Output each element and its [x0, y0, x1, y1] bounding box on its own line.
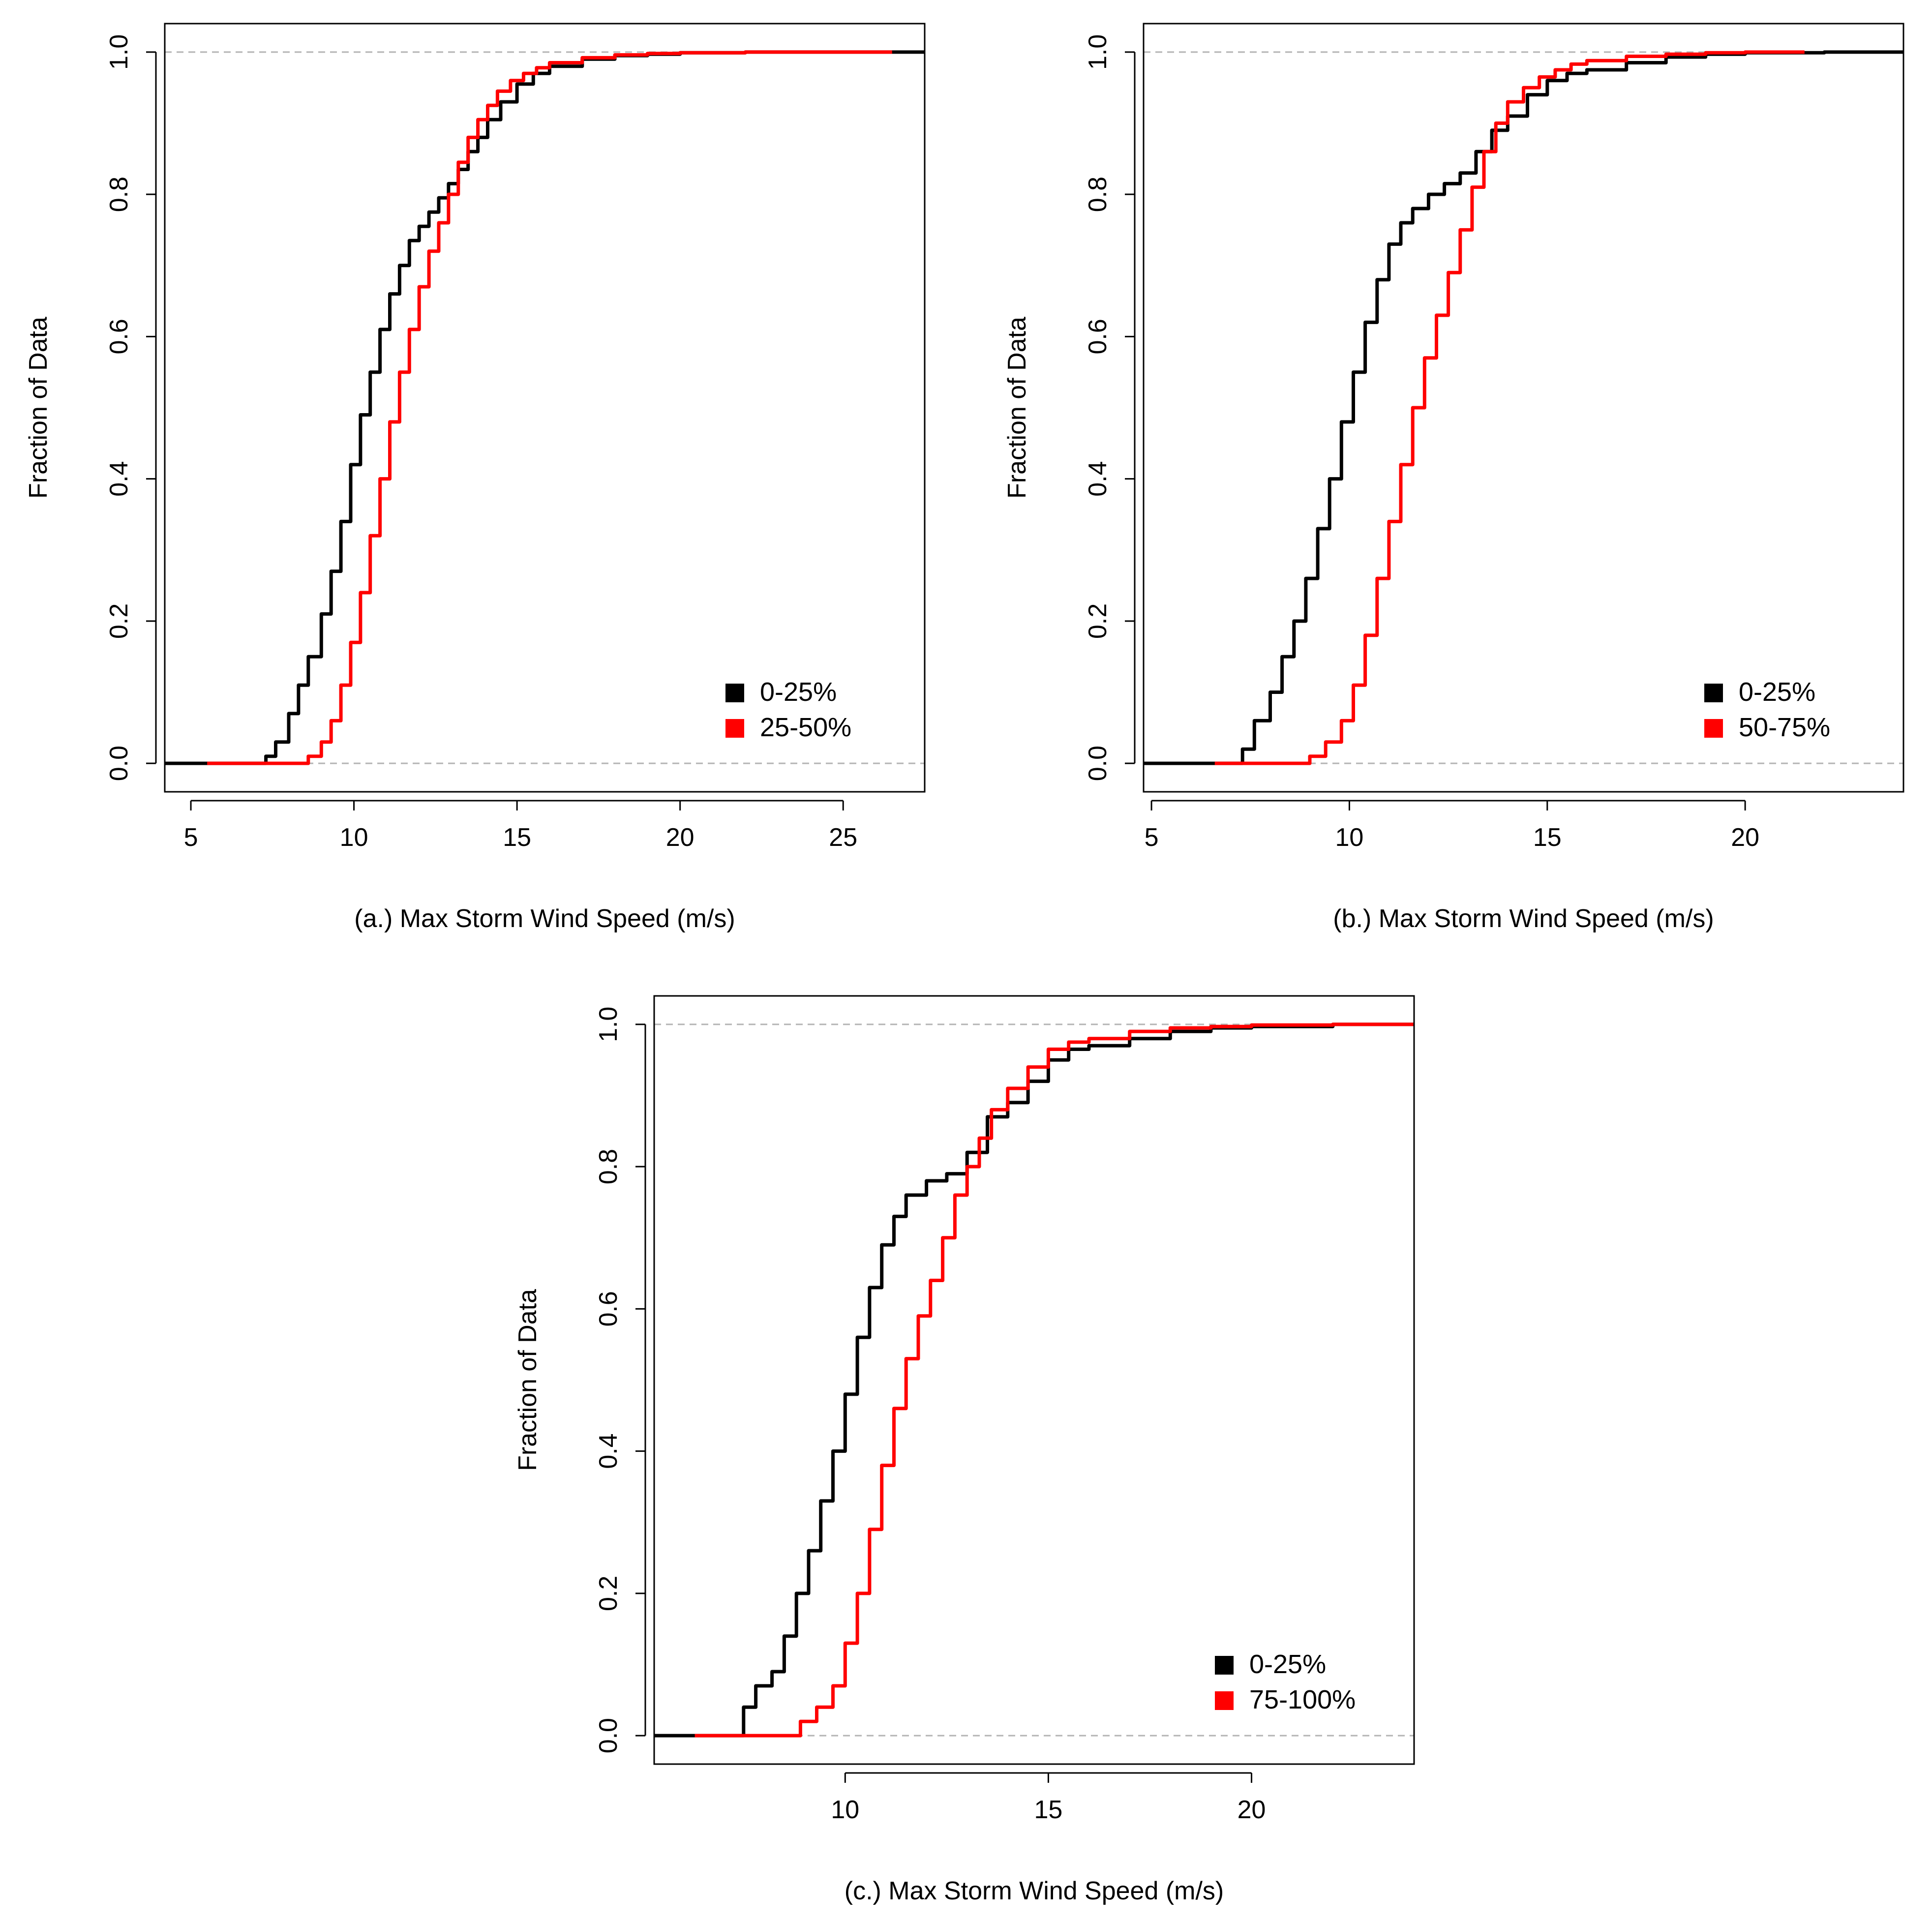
- x-tick-label: 10: [1335, 823, 1364, 852]
- plot-frame: [1143, 23, 1904, 793]
- y-tick-label: 0.6: [1084, 319, 1112, 354]
- legend-label: 75-100%: [1249, 1685, 1356, 1714]
- y-axis-title: Fraction of Data: [513, 1289, 542, 1471]
- legend-label: 0-25%: [1249, 1650, 1326, 1679]
- legend-swatch-0-25%: [1704, 684, 1723, 702]
- y-tick-label: 0.2: [1084, 603, 1112, 639]
- y-tick-label: 0.4: [105, 461, 133, 496]
- x-tick-label: 20: [666, 823, 694, 852]
- y-tick-label: 0.4: [1084, 461, 1112, 496]
- x-tick-label: 25: [829, 823, 857, 852]
- x-axis-title: (b.) Max Storm Wind Speed (m/s): [1333, 904, 1714, 933]
- y-tick-label: 0.0: [1084, 746, 1112, 781]
- legend-label: 50-75%: [1739, 713, 1830, 742]
- legend-swatch-25-50%: [725, 719, 744, 738]
- x-tick-label: 15: [503, 823, 531, 852]
- series-line-50-75%: [1214, 50, 1805, 765]
- chart-panel-c: 10 15 20 0.0 0.2 0.4 0.6 0.8 1.0 (c.) Max Storm W…: [513, 995, 1415, 1905]
- legend-swatch-0-25%: [1215, 1656, 1234, 1675]
- legend-swatch-75-100%: [1215, 1691, 1234, 1710]
- y-tick-label: 0.8: [594, 1149, 623, 1184]
- x-tick-label: 10: [340, 823, 368, 852]
- x-tick-label: 15: [1034, 1796, 1062, 1824]
- y-tick-label: 0.8: [105, 177, 133, 212]
- legend-label: 0-25%: [1739, 677, 1815, 707]
- x-tick-label: 20: [1731, 823, 1759, 852]
- series-line-0-25%: [165, 50, 925, 765]
- series-line-0-25%: [654, 1022, 1414, 1738]
- panels: 5 10 15 20 25 0.0 0.2 0.4 0.6 0.8 1.0 (a.) Max Stor…: [24, 23, 1904, 1905]
- x-tick-label: 20: [1238, 1796, 1266, 1824]
- legend-swatch-50-75%: [1704, 719, 1723, 738]
- x-axis-title: (a.) Max Storm Wind Speed (m/s): [354, 904, 735, 933]
- x-tick-label: 10: [831, 1796, 859, 1824]
- chart-panel-a: 5 10 15 20 25 0.0 0.2 0.4 0.6 0.8 1.0 (a.) Max Stor…: [24, 23, 926, 933]
- series-line-0-25%: [1144, 50, 1903, 765]
- y-tick-label: 1.0: [594, 1007, 623, 1042]
- y-axis-title: Fraction of Data: [1003, 317, 1031, 499]
- y-tick-label: 0.6: [594, 1291, 623, 1326]
- x-tick-label: 5: [1145, 823, 1159, 852]
- series-line-75-100%: [694, 1022, 1414, 1738]
- y-tick-label: 0.2: [594, 1576, 623, 1611]
- plot-frame: [164, 23, 926, 793]
- x-axis-title: (c.) Max Storm Wind Speed (m/s): [845, 1877, 1224, 1905]
- y-tick-label: 0.8: [1084, 177, 1112, 212]
- y-tick-label: 0.4: [594, 1433, 623, 1469]
- y-tick-label: 0.6: [105, 319, 133, 354]
- y-tick-label: 0.0: [105, 746, 133, 781]
- y-axis-title: Fraction of Data: [24, 317, 53, 499]
- x-tick-label: 5: [184, 823, 198, 852]
- legend-swatch-0-25%: [725, 684, 744, 702]
- y-tick-label: 0.2: [105, 603, 133, 639]
- legend-label: 0-25%: [760, 677, 837, 707]
- y-tick-label: 0.0: [594, 1718, 623, 1753]
- legend-label: 25-50%: [760, 713, 851, 742]
- y-tick-label: 1.0: [105, 34, 133, 70]
- y-tick-label: 1.0: [1084, 34, 1112, 70]
- plot-frame: [653, 995, 1415, 1765]
- chart-panel-b: 5 10 15 20 0.0 0.2 0.4 0.6 0.8 1.0 (b.) Max Storm …: [1003, 23, 1904, 933]
- x-tick-label: 15: [1533, 823, 1562, 852]
- series-line-25-50%: [207, 50, 892, 765]
